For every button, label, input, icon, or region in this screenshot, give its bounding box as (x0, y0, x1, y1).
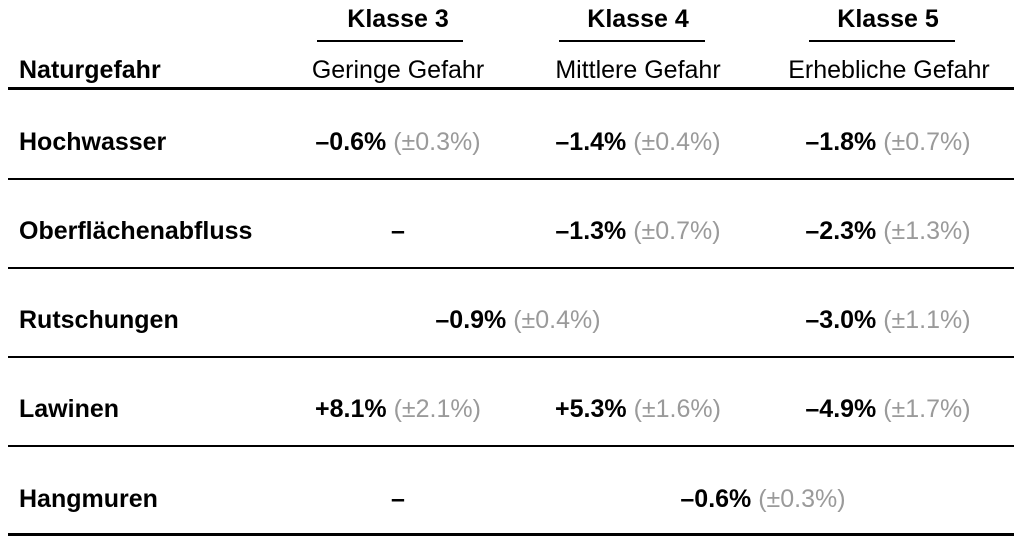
row-label-hochwasser: Hochwasser (19, 128, 167, 156)
class-4-title: Klasse 4 (587, 5, 689, 33)
value: –0.9% (435, 306, 507, 334)
error-range: (±0.7%) (883, 128, 971, 156)
value: –0.6% (315, 128, 387, 156)
error-range: (±0.7%) (633, 217, 721, 245)
class-4-rule (559, 40, 705, 42)
error-range: (±0.3%) (393, 128, 481, 156)
cell-oberflaechenabfluss-k3: – (278, 215, 518, 247)
cell-hochwasser-k5: –1.8% (±0.7%) (768, 126, 1008, 158)
error-range: (±0.4%) (513, 306, 601, 334)
value: –1.8% (805, 128, 877, 156)
value: –2.3% (805, 217, 877, 245)
empty-dash: – (391, 217, 405, 245)
cell-lawinen-k4: +5.3% (±1.6%) (518, 393, 758, 425)
row-divider (8, 356, 1014, 358)
row-divider (8, 445, 1014, 447)
cell-hangmuren-k4-k5: –0.6% (±0.3%) (643, 483, 883, 515)
value: –4.9% (805, 395, 877, 423)
class-5-level: Erhebliche Gefahr (788, 56, 990, 84)
cell-hochwasser-k3: –0.6% (±0.3%) (278, 126, 518, 158)
class-4-level: Mittlere Gefahr (555, 56, 721, 84)
row-label-hangmuren: Hangmuren (19, 485, 158, 513)
row-divider (8, 178, 1014, 180)
class-5-title: Klasse 5 (837, 5, 939, 33)
row-label-lawinen: Lawinen (19, 395, 120, 423)
error-range: (±0.4%) (633, 128, 721, 156)
error-range: (±2.1%) (393, 395, 481, 423)
cell-lawinen-k5: –4.9% (±1.7%) (768, 393, 1008, 425)
error-range: (±1.7%) (883, 395, 971, 423)
value: –3.0% (805, 306, 877, 334)
cell-oberflaechenabfluss-k5: –2.3% (±1.3%) (768, 215, 1008, 247)
naturgefahr-column-title: Naturgefahr (19, 56, 161, 84)
cell-rutschungen-k5: –3.0% (±1.1%) (768, 304, 1008, 336)
error-range: (±1.1%) (883, 306, 971, 334)
class-3-level: Geringe Gefahr (311, 56, 485, 84)
value: –0.6% (680, 485, 752, 513)
row-label-oberflaechenabfluss: Oberflächenabfluss (19, 217, 253, 245)
header-rule (8, 87, 1014, 90)
class-3-title: Klasse 3 (347, 5, 449, 33)
error-range: (±1.3%) (883, 217, 971, 245)
error-range: (±1.6%) (633, 395, 721, 423)
class-5-rule (809, 40, 955, 42)
error-range: (±0.3%) (758, 485, 846, 513)
value: +5.3% (555, 395, 627, 423)
cell-rutschungen-k3-k4: –0.9% (±0.4%) (398, 304, 638, 336)
bottom-rule (8, 533, 1014, 536)
row-divider (8, 267, 1014, 269)
value: +8.1% (315, 395, 387, 423)
value: –1.4% (555, 128, 627, 156)
row-label-rutschungen: Rutschungen (19, 306, 179, 334)
empty-dash: – (391, 485, 405, 513)
class-3-rule (317, 40, 463, 42)
cell-hangmuren-k3: – (278, 483, 518, 515)
cell-lawinen-k3: +8.1% (±2.1%) (278, 393, 518, 425)
cell-hochwasser-k4: –1.4% (±0.4%) (518, 126, 758, 158)
value: –1.3% (555, 217, 627, 245)
cell-oberflaechenabfluss-k4: –1.3% (±0.7%) (518, 215, 758, 247)
